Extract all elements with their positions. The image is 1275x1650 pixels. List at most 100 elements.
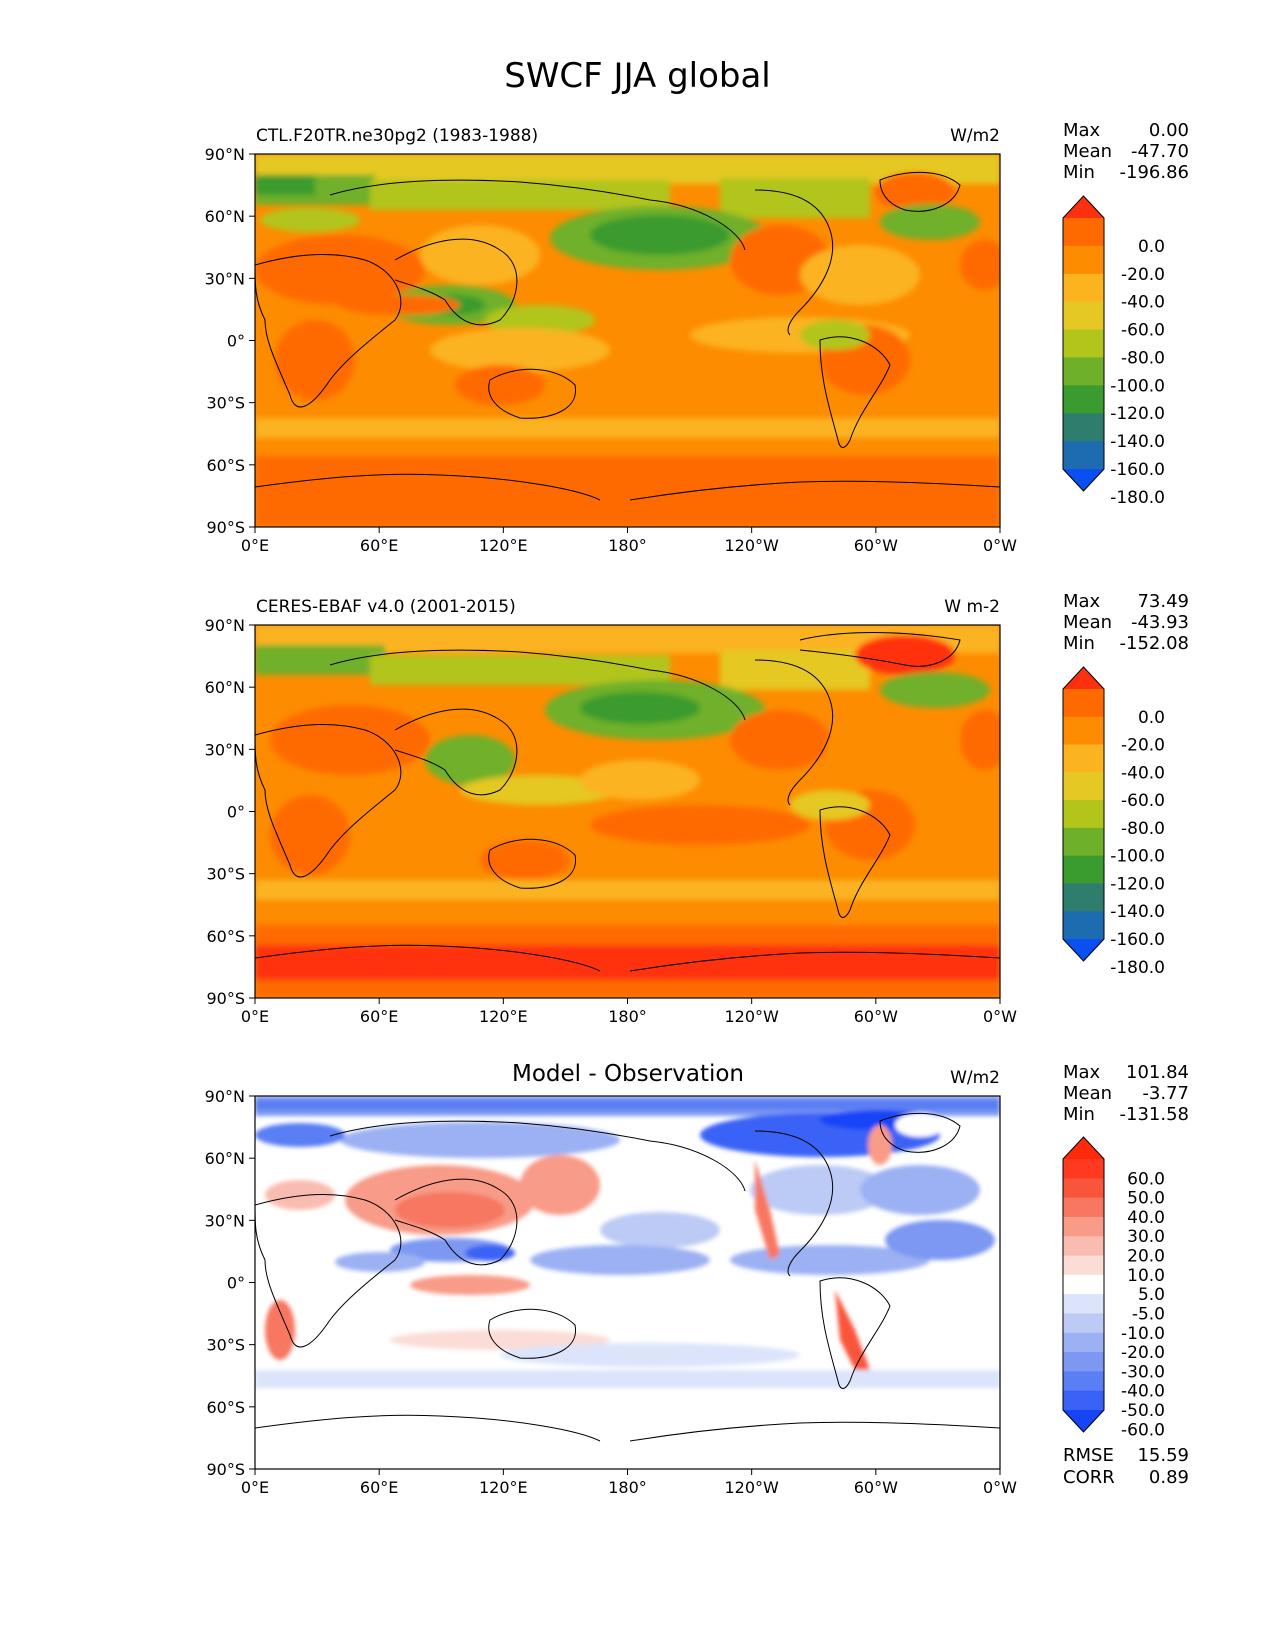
colorbar-segment (1063, 1216, 1104, 1237)
lat-tick-label: 0° (227, 1274, 245, 1293)
colorbar-label: -60.0 (1121, 321, 1165, 341)
colorbar-label: 50.0 (1127, 1189, 1165, 1209)
colorbar-segment (1063, 1390, 1104, 1411)
panel-2-lon-ticks: 0°E 60°E 120°E 180° 120°W 60°W 0°W (241, 998, 1017, 1026)
colorbar-label: -80.0 (1121, 819, 1165, 839)
colorbar-segment (1063, 1371, 1104, 1392)
lon-tick-label: 60°W (854, 1478, 898, 1497)
colorbar-segment (1063, 1178, 1104, 1199)
panel-3-lon-ticks: 0°E 60°E 120°E 180° 120°W 60°W 0°W (241, 1469, 1017, 1497)
colorbar-label: -160.0 (1110, 460, 1165, 480)
panel-1-lat-ticks: 90°N 60°N 30°N 0° 30°S 60°S 90°S (205, 145, 255, 537)
colorbar-label: 10.0 (1127, 1266, 1165, 1286)
lon-tick-label: 60°W (854, 1007, 898, 1026)
panel-3-map (255, 1096, 1000, 1469)
colorbar-extend-max (1063, 196, 1104, 218)
lon-tick-label: 60°E (360, 1478, 398, 1497)
colorbar-segment (1063, 1236, 1104, 1257)
colorbar-label: 30.0 (1127, 1227, 1165, 1247)
panel-2-max-label: Max (1063, 591, 1101, 612)
colorbar-segment (1063, 1197, 1104, 1218)
rmse-value: 15.59 (1137, 1445, 1189, 1466)
lat-tick-label: 30°S (206, 1336, 245, 1355)
colorbar-extend-min (1063, 469, 1104, 491)
colorbar-label: -20.0 (1121, 265, 1165, 285)
lat-tick-label: 90°N (205, 145, 245, 164)
colorbar-label: -40.0 (1121, 293, 1165, 313)
colorbar-label: -20.0 (1121, 1343, 1165, 1363)
lon-tick-label: 60°W (854, 536, 898, 555)
colorbar-segment (1063, 218, 1104, 247)
lat-tick-label: 90°S (206, 518, 245, 537)
colorbar-label: -120.0 (1110, 874, 1165, 894)
figure-title: SWCF JJA global (504, 56, 771, 96)
panel-3-colorbar: 60.050.040.030.020.010.05.0-5.0-10.0-20.… (1062, 1136, 1165, 1440)
colorbar-label: -160.0 (1110, 930, 1165, 950)
lon-tick-label: 120°W (724, 1007, 779, 1026)
lat-tick-label: 90°S (206, 1460, 245, 1479)
rmse-label: RMSE (1063, 1445, 1114, 1466)
panel-1-units: W/m2 (950, 126, 1000, 146)
colorbar-outline (1062, 195, 1105, 492)
panel-3-mean-label: Mean (1063, 1083, 1112, 1104)
panel-1-max-value: 0.00 (1149, 120, 1189, 141)
panel-1: CTL.F20TR.ne30pg2 (1983-1988) W/m2 (205, 120, 1189, 555)
colorbar-outline (1062, 666, 1105, 962)
colorbar-segment (1063, 827, 1104, 857)
colorbar-label: 40.0 (1127, 1208, 1165, 1228)
lat-tick-label: 30°N (205, 1211, 245, 1230)
lat-tick-label: 30°S (206, 394, 245, 413)
colorbar-label: -60.0 (1121, 1420, 1165, 1440)
colorbar-label: -10.0 (1121, 1324, 1165, 1344)
panel-2-left-title: CERES-EBAF v4.0 (2001-2015) (256, 597, 516, 617)
colorbar-segment (1063, 245, 1104, 275)
panel-3-min-label: Min (1063, 1104, 1095, 1125)
colorbar-label: -50.0 (1121, 1401, 1165, 1421)
lon-tick-label: 0°W (983, 1007, 1017, 1026)
colorbar-segment (1063, 1294, 1104, 1314)
colorbar-label: 5.0 (1138, 1285, 1165, 1305)
colorbar-segment (1063, 301, 1104, 331)
colorbar-segment (1063, 1255, 1104, 1276)
panel-3-stats: Max 101.84 Mean -3.77 Min -131.58 (1063, 1062, 1189, 1125)
colorbar-outline (1062, 1136, 1105, 1433)
lon-tick-label: 60°E (360, 1007, 398, 1026)
colorbar-label: 0.0 (1138, 708, 1165, 728)
lon-tick-label: 0°E (241, 1478, 269, 1497)
colorbar-label: -120.0 (1110, 404, 1165, 424)
panel-3-units: W/m2 (950, 1068, 1000, 1088)
colorbar-segment (1063, 883, 1104, 912)
lon-tick-label: 0°E (241, 1007, 269, 1026)
lon-tick-label: 0°W (983, 536, 1017, 555)
lat-tick-label: 60°N (205, 207, 245, 226)
lon-tick-label: 120°W (724, 1478, 779, 1497)
panel-1-mean-value: -47.70 (1131, 141, 1189, 162)
panel-3-max-value: 101.84 (1126, 1062, 1189, 1083)
panel-1-colorbar: 0.0 -20.0 -40.0 -60.0 -80.0 -100.0 -120.0 -140.… (1062, 195, 1165, 508)
panel-2-map (255, 625, 1000, 998)
colorbar-segment (1063, 689, 1104, 718)
colorbar-label: -140.0 (1110, 432, 1165, 452)
panel-3-center-title: Model - Observation (512, 1061, 744, 1087)
panel-2-lat-ticks: 90°N 60°N 30°N 0° 30°S 60°S 90°S (205, 616, 255, 1008)
lon-tick-label: 180° (608, 1478, 647, 1497)
lon-tick-label: 120°E (479, 1478, 528, 1497)
colorbar-segment (1063, 1274, 1104, 1295)
panel-2: CERES-EBAF v4.0 (2001-2015) W m-2 (205, 591, 1189, 1026)
panel-1-mean-label: Mean (1063, 141, 1112, 162)
colorbar-segment (1063, 1352, 1104, 1372)
panel-2-min-label: Min (1063, 633, 1095, 654)
panel-1-min-label: Min (1063, 162, 1095, 183)
colorbar-segment (1063, 800, 1104, 829)
panel-1-stats: Max 0.00 Mean -47.70 Min -196.86 (1063, 120, 1189, 183)
lat-tick-label: 60°S (206, 927, 245, 946)
colorbar-segment (1063, 357, 1104, 386)
colorbar-label: -30.0 (1121, 1362, 1165, 1382)
panel-3-min-value: -131.58 (1120, 1104, 1189, 1125)
panel-2-units: W m-2 (944, 597, 1000, 617)
colorbar-segment (1063, 716, 1104, 746)
panel-3: Model - Observation W/m2 (205, 1061, 1189, 1497)
colorbar-label: -140.0 (1110, 902, 1165, 922)
lon-tick-label: 120°E (479, 1007, 528, 1026)
